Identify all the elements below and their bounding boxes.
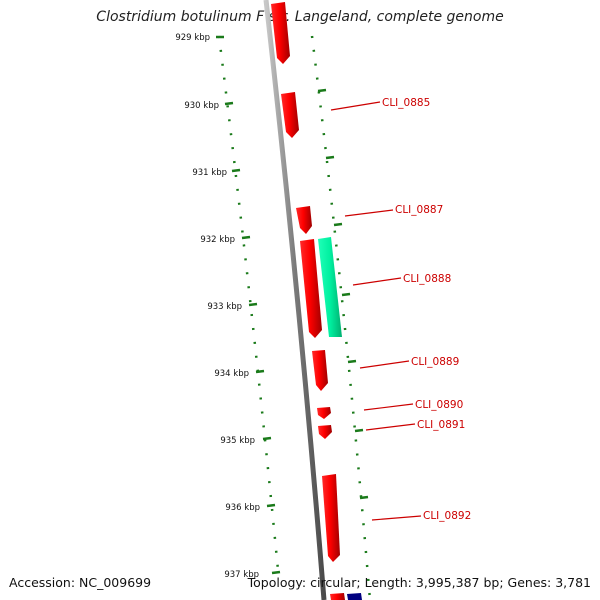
gene-label[interactable]: CLI_0889 bbox=[411, 356, 459, 368]
major-ticks-inner bbox=[216, 35, 281, 575]
gene-feature[interactable] bbox=[312, 350, 328, 391]
genome-backbone bbox=[263, 0, 327, 600]
gene-label[interactable]: CLI_0887 bbox=[395, 204, 443, 216]
scale-label: 931 kbp bbox=[192, 168, 227, 178]
scale-label: 937 kbp bbox=[224, 570, 259, 580]
gene-feature[interactable] bbox=[317, 407, 331, 419]
gene-features bbox=[271, 2, 362, 600]
topology-text: Topology: circular; Length: 3,995,387 bp… bbox=[247, 575, 591, 590]
gene-feature-blue[interactable] bbox=[347, 593, 362, 600]
scale-label: 935 kbp bbox=[220, 436, 255, 446]
map-title: Clostridium botulinum F str. Langeland, … bbox=[96, 9, 504, 25]
accession-text: Accession: NC_009699 bbox=[9, 575, 152, 590]
scale-ring bbox=[217, 35, 280, 571]
gene-feature-green[interactable] bbox=[318, 237, 342, 337]
scale-label: 933 kbp bbox=[207, 302, 242, 312]
gene-feature[interactable] bbox=[322, 474, 340, 562]
gene-label[interactable]: CLI_0888 bbox=[403, 273, 451, 285]
gene-feature[interactable] bbox=[271, 2, 290, 64]
gene-label[interactable]: CLI_0885 bbox=[382, 97, 430, 109]
gene-feature[interactable] bbox=[300, 239, 322, 338]
gene-label[interactable]: CLI_0891 bbox=[417, 419, 465, 431]
scale-label: 929 kbp bbox=[175, 33, 210, 43]
scale-label: 930 kbp bbox=[184, 101, 219, 111]
gene-label[interactable]: CLI_0890 bbox=[415, 399, 463, 411]
major-ticks-outer bbox=[317, 88, 369, 500]
gene-feature[interactable] bbox=[318, 425, 332, 439]
scale-label: 932 kbp bbox=[200, 235, 235, 245]
scale-label: 934 kbp bbox=[214, 369, 249, 379]
gene-feature[interactable] bbox=[296, 206, 312, 234]
label-leaders bbox=[330, 101, 422, 521]
scale-label: 936 kbp bbox=[225, 503, 260, 513]
gene-label[interactable]: CLI_0892 bbox=[423, 510, 471, 522]
gene-feature[interactable] bbox=[281, 92, 299, 138]
gene-feature[interactable] bbox=[330, 593, 345, 600]
